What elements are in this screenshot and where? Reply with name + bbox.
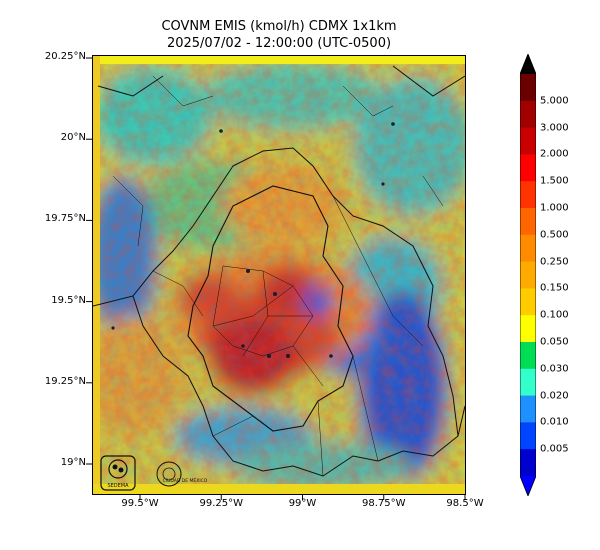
colorbar-band xyxy=(520,127,536,155)
colorbar-level-label: 0.150 xyxy=(540,282,569,294)
colorbar-level-label: 0.010 xyxy=(540,416,569,428)
colorbar-band xyxy=(520,288,536,316)
colorbar-band xyxy=(520,342,536,370)
emissions-map: SEDEMA CIUDAD DE MÉXICO xyxy=(92,55,466,495)
lon-tick-label: 99.25°W xyxy=(199,498,244,509)
colorbar-level-label: 0.500 xyxy=(540,229,569,241)
colorbar-level-label: 1.500 xyxy=(540,175,569,187)
lat-tick-label: 19.25°N xyxy=(44,375,86,387)
lon-tick-label: 98.75°W xyxy=(361,498,406,509)
urban-markers xyxy=(111,122,395,358)
colorbar-level-label: 0.100 xyxy=(540,309,569,321)
cdmx-text: CIUDAD DE MÉXICO xyxy=(163,476,208,484)
colorbar xyxy=(520,54,536,496)
lat-tick-label: 19°N xyxy=(60,457,86,468)
colorbar-band xyxy=(520,422,536,450)
colorbar-extend-max xyxy=(520,54,536,74)
colorbar-band xyxy=(520,261,536,289)
colorbar-extend-min xyxy=(520,476,536,496)
colorbar-level-label: 5.000 xyxy=(540,95,569,107)
colorbar-level-label: 2.000 xyxy=(540,148,569,160)
emissions-field: SEDEMA CIUDAD DE MÉXICO xyxy=(93,56,465,494)
lat-tick-label: 20.25°N xyxy=(44,51,86,62)
lon-tick-label: 99.5°W xyxy=(121,498,159,509)
colorbar-level-label: 1.000 xyxy=(540,202,569,214)
colorbar-band xyxy=(520,234,536,263)
colorbar-band xyxy=(520,181,536,209)
lat-tick-label: 19.75°N xyxy=(44,213,86,225)
colorbar-level-label: 0.005 xyxy=(540,443,569,455)
colorbar-level-label: 0.050 xyxy=(540,336,569,348)
colorbar-band xyxy=(520,100,536,129)
boundary-lines xyxy=(93,65,465,477)
lat-tick-label: 20°N xyxy=(60,132,86,144)
colorbar-level-label: 3.000 xyxy=(540,122,569,134)
map-title: COVNM EMIS (kmol/h) CDMX 1x1km xyxy=(161,19,397,34)
lon-tick-label: 99°W xyxy=(288,498,317,509)
colorbar-band xyxy=(520,154,536,182)
colorbar-level-label: 0.250 xyxy=(540,256,569,268)
colorbar-band xyxy=(520,368,536,397)
sedema-text: SEDEMA xyxy=(107,483,129,489)
cdmx-logo xyxy=(156,461,182,487)
colorbar-band xyxy=(520,74,536,102)
colorbar-band xyxy=(520,395,536,423)
colorbar-level-label: 0.030 xyxy=(540,363,569,375)
lon-tick-label: 98.5°W xyxy=(446,498,484,509)
colorbar-band xyxy=(520,208,536,236)
colorbar-band xyxy=(520,449,536,477)
colorbar-band xyxy=(520,315,536,343)
colorbar-level-label: 0.020 xyxy=(540,390,569,402)
lat-tick-label: 19.5°N xyxy=(51,294,86,306)
sedema-logo xyxy=(100,455,136,491)
map-subtitle: 2025/07/02 - 12:00:00 (UTC-0500) xyxy=(166,36,392,51)
